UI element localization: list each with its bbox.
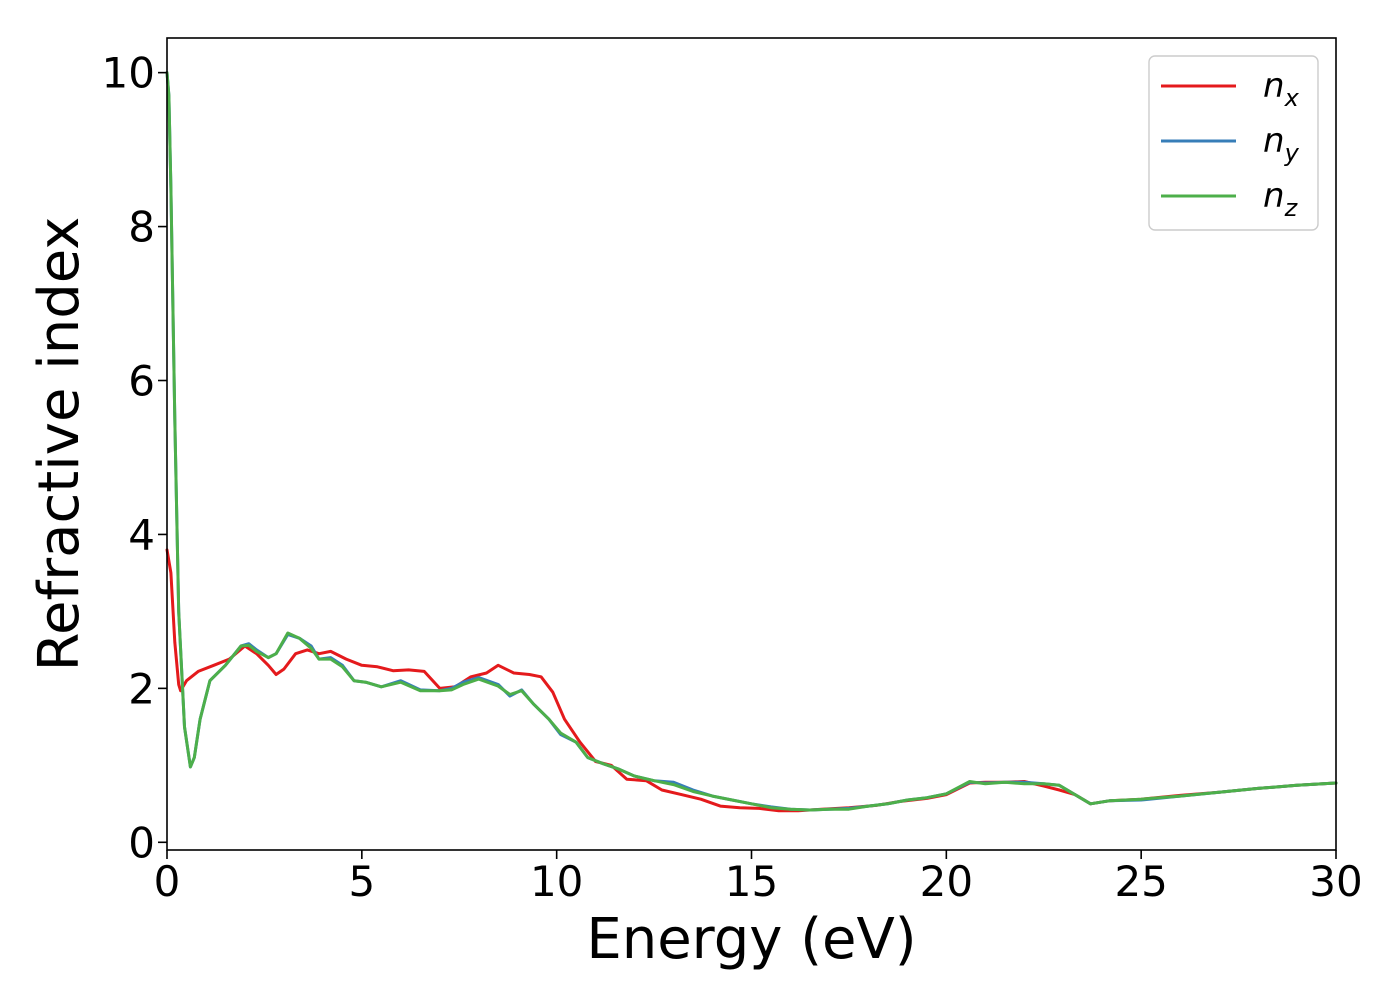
y-tick-label: 4 bbox=[128, 510, 155, 559]
series-line-nx bbox=[165, 548, 1338, 813]
y-tick-label: 0 bbox=[128, 818, 155, 867]
series-layer bbox=[165, 71, 1338, 813]
x-tick-label: 30 bbox=[1309, 857, 1362, 906]
x-tick-label: 20 bbox=[920, 857, 973, 906]
y-tick-label: 8 bbox=[128, 203, 155, 252]
x-axis-ticks: 0 5 10 15 20 25 30 bbox=[154, 850, 1363, 906]
legend-label-nz: nz bbox=[1263, 176, 1299, 222]
legend-label-nx: nx bbox=[1263, 66, 1300, 112]
legend-label-ny: ny bbox=[1263, 121, 1300, 167]
legend: nx ny nz bbox=[1148, 55, 1319, 231]
x-axis-title: Energy (eV) bbox=[586, 907, 916, 972]
x-tick-label: 25 bbox=[1114, 857, 1167, 906]
y-axis-title: Refractive index bbox=[27, 217, 92, 672]
x-tick-label: 5 bbox=[348, 857, 375, 906]
x-tick-label: 15 bbox=[725, 857, 778, 906]
x-tick-label: 0 bbox=[154, 857, 181, 906]
x-tick-label: 10 bbox=[530, 857, 583, 906]
y-tick-label: 6 bbox=[128, 357, 155, 406]
series-line-nz bbox=[165, 71, 1338, 812]
y-tick-label: 2 bbox=[128, 664, 155, 713]
y-tick-label: 10 bbox=[102, 49, 155, 98]
y-axis-ticks: 0 2 4 6 8 10 bbox=[102, 49, 167, 867]
legend-box bbox=[1148, 55, 1319, 231]
